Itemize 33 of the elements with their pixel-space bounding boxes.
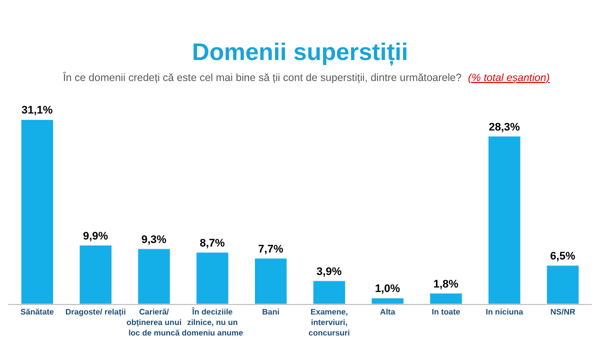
x-tick-label: In toate — [432, 308, 461, 317]
bar — [138, 248, 170, 304]
bar — [196, 252, 229, 304]
data-label: 6,5% — [550, 250, 576, 262]
x-tick-label: In niciuna — [486, 308, 524, 317]
x-tick-label: Sănătate — [20, 308, 54, 317]
data-label: 7,7% — [258, 243, 284, 256]
chart-title: Domenii superstiții — [192, 39, 408, 66]
data-label: 3,9% — [316, 266, 342, 278]
x-tick-label: Dragoste/ relații — [65, 308, 126, 317]
bar — [312, 280, 346, 304]
x-tick-label: În deciziile zilnice, nu un domeniu anume — [182, 306, 244, 338]
data-label: 9,9% — [82, 230, 108, 242]
data-label: 31,1% — [21, 104, 53, 117]
chart-subtitle: În ce domenii credeți că este cel mai bine să ții cont de superstiții, dintre următoarele? — [62, 71, 462, 84]
bar — [488, 136, 521, 304]
bar — [254, 258, 288, 304]
x-tick-label: NS/NR — [550, 308, 576, 317]
data-label: 8,7% — [200, 237, 226, 250]
text: (% total eșantion) — [468, 72, 550, 84]
x-tick-label: Alta — [380, 308, 396, 317]
data-label: 1,0% — [374, 283, 400, 296]
bar — [79, 245, 112, 304]
bar — [371, 298, 404, 304]
bar — [20, 119, 54, 304]
x-tick-label: Examene, interviuri, concursuri — [308, 308, 350, 338]
data-label: 28,3% — [488, 121, 520, 134]
x-tick-label: Carieră/ obținerea unui loc de muncă — [126, 308, 182, 338]
bar — [430, 293, 462, 304]
bar — [546, 265, 580, 304]
x-tick-label: Bani — [262, 308, 280, 317]
data-label: 9,3% — [141, 234, 167, 246]
data-label: 1,8% — [433, 278, 459, 290]
